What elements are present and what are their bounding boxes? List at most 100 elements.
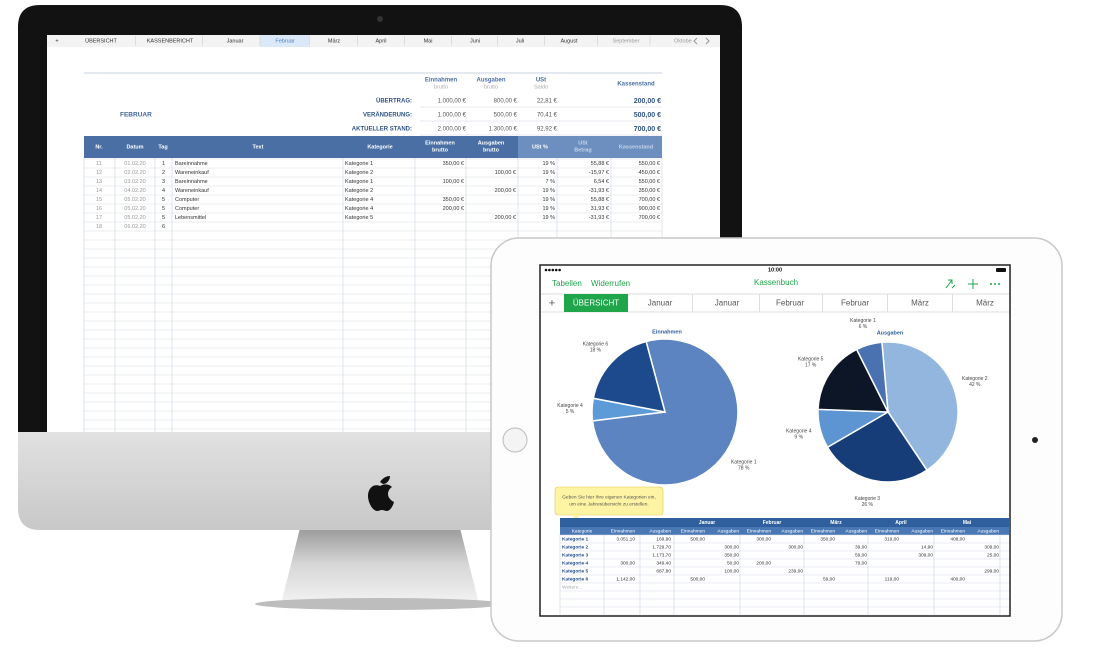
month-header: April — [895, 520, 907, 526]
table-cell: 1 — [162, 161, 165, 167]
sheet-tab[interactable]: Januar — [648, 299, 673, 308]
sheet-tab[interactable]: + — [55, 38, 58, 44]
table-cell: 03.02.20 — [124, 179, 145, 185]
table-cell: 700,00 € — [639, 197, 660, 203]
table-cell: 700,00 € — [639, 215, 660, 221]
table-header-label: Kategorie — [367, 144, 392, 150]
add-icon[interactable] — [968, 279, 978, 289]
table-cell: 6 — [162, 224, 165, 230]
sheet-tab[interactable]: April — [375, 38, 386, 44]
summary-header: USt — [536, 78, 546, 84]
table-cell: Kategorie 2 — [345, 170, 373, 176]
slice-value: 18 % — [590, 348, 602, 354]
sheet-tab[interactable]: Februar — [776, 299, 804, 308]
table-cell: Kategorie 4 — [345, 206, 373, 212]
slice-value: 9 % — [794, 435, 803, 441]
sheet-tab[interactable]: Oktobe — [674, 38, 692, 44]
table-cell: 14 — [96, 188, 102, 194]
table-cell: 55,88 € — [591, 161, 609, 167]
more-icon[interactable] — [994, 283, 996, 285]
row-label: Kategorie 4 — [562, 560, 588, 566]
sheet-tab[interactable]: März — [976, 299, 994, 308]
column-header: Ausgaben — [649, 528, 671, 534]
table-cell: Computer — [175, 197, 199, 203]
table-header-label: Betrag — [574, 147, 591, 153]
table-cell: -15,97 € — [589, 170, 609, 176]
sheet-tab[interactable]: Januar — [715, 299, 740, 308]
table-cell: 500,00 — [690, 576, 705, 582]
more-icon[interactable] — [990, 283, 992, 285]
table-cell: 19 % — [542, 215, 555, 221]
sheet-tab[interactable]: September — [613, 38, 640, 44]
table-cell: 5 — [162, 215, 165, 221]
table-cell: 200,00 € — [495, 188, 516, 194]
tab-scroll[interactable] — [693, 37, 710, 45]
table-cell: 19 % — [542, 197, 555, 203]
table-cell: Bareinnahme — [175, 179, 208, 185]
summary-value: 500,00 € — [634, 112, 661, 119]
sheet-tab[interactable]: Juli — [516, 38, 524, 44]
sheet-tab[interactable]: ÜBERSICHT — [85, 37, 117, 44]
imac-foot — [255, 598, 505, 610]
slice-value: 5 % — [566, 409, 575, 415]
table-cell: 16 — [96, 206, 102, 212]
sheet-tab[interactable]: Juni — [470, 38, 480, 44]
table-header-label: Ausgaben — [478, 140, 505, 146]
slice-label: Kategorie 1 — [850, 318, 876, 324]
sheet-tab[interactable]: Februar — [841, 299, 869, 308]
table-cell: 550,00 € — [639, 179, 660, 185]
table-header-label: Einnahmen — [425, 140, 455, 146]
column-header: Ausgaben — [977, 528, 999, 534]
sheet-tab[interactable]: August — [560, 38, 578, 44]
month-header: Mai — [963, 520, 972, 526]
month-header: Februar — [763, 520, 782, 526]
table-cell: 31,93 € — [591, 206, 609, 212]
table-cell: 3 — [162, 179, 165, 185]
table-header-label: USt % — [532, 144, 548, 150]
sheet-tab[interactable]: Mai — [424, 38, 433, 44]
sheet-tab[interactable]: Februar — [275, 38, 294, 44]
sheet-tab[interactable]: März — [328, 38, 340, 44]
table-cell: 500,00 — [690, 536, 705, 542]
share-icon[interactable] — [945, 279, 956, 289]
column-header: Einnahmen — [681, 528, 706, 534]
table-header-label: brutto — [483, 147, 500, 153]
table-cell: Kategorie 2 — [345, 188, 373, 194]
table-cell: 50,00 — [727, 560, 739, 566]
sheet-tab[interactable]: März — [911, 299, 929, 308]
table-header-label: Kassenstand — [619, 144, 653, 150]
column-header: Kategorie — [572, 528, 593, 534]
table-cell: 05.02.20 — [124, 197, 145, 203]
summary-value: 1.000,00 € — [438, 113, 467, 119]
table-cell: 1.729,70 — [652, 544, 671, 550]
table-header-label: USt — [578, 140, 588, 146]
column-header: Ausgaben — [911, 528, 933, 534]
table-header-label: Text — [253, 144, 264, 150]
month-label: FEBRUAR — [120, 112, 152, 119]
more-icon[interactable] — [998, 283, 1000, 285]
table-cell: 400,00 — [950, 576, 965, 582]
sheet-tab[interactable]: Januar — [227, 38, 244, 44]
sheet-tab[interactable]: + — [549, 297, 555, 309]
sheet-tab[interactable]: KASSENBERICHT — [147, 38, 194, 44]
nav-button[interactable]: Tabellen — [552, 279, 582, 288]
table-cell: 169,90 — [656, 536, 671, 542]
table-cell: 02.02.20 — [124, 170, 145, 176]
summary-subheader: brutto — [434, 84, 448, 90]
table-cell: 300,00 — [620, 560, 635, 566]
table-cell: 25,00 — [987, 552, 999, 558]
table-sub-row — [560, 527, 1009, 535]
chart-title: Einnahmen — [652, 329, 682, 335]
table-cell: 100,00 € — [495, 170, 516, 176]
table-cell: 05.02.20 — [124, 206, 145, 212]
sheet-tab[interactable]: ÜBERSICHT — [573, 299, 619, 308]
nav-button[interactable]: Widerrufen — [591, 279, 630, 288]
table-cell: 350,00 — [724, 552, 739, 558]
table-cell: Wareneinkauf — [175, 170, 209, 176]
slice-value: 6 % — [859, 324, 868, 330]
ipad-app: 10:00 Tabellen Widerrufen Kassenbuch + ÜBERSI… — [541, 267, 1009, 615]
more-rows[interactable]: Weitere... — [562, 584, 582, 590]
active-tab — [260, 35, 310, 47]
table-cell: 299,00 — [984, 568, 999, 574]
